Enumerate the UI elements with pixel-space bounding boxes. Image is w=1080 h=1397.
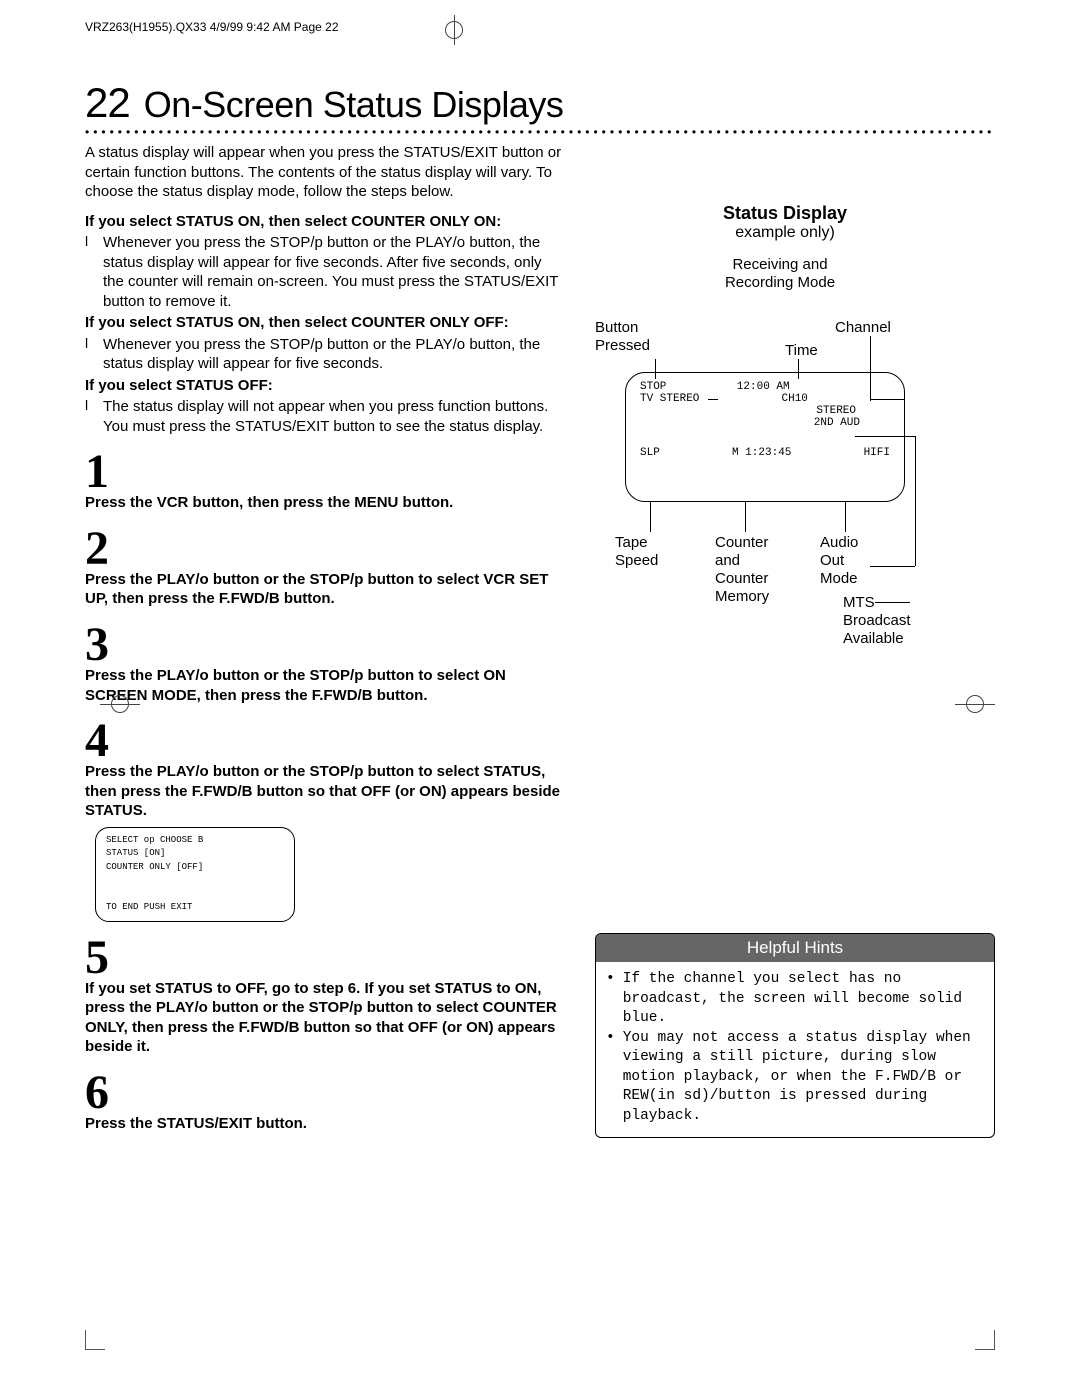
lbl-tape: Tape Speed xyxy=(615,534,658,570)
disp-stereo: STEREO xyxy=(816,405,856,417)
step-6-text: Press the STATUS/EXIT button. xyxy=(85,1114,565,1134)
hints-title: Helpful Hints xyxy=(596,934,994,962)
step-3-text: Press the PLAY/o button or the STOP/p bu… xyxy=(85,666,565,705)
intro-text: A status display will appear when you pr… xyxy=(85,143,565,202)
mini-osd-screen: SELECT op CHOOSE B STATUS [ON] COUNTER O… xyxy=(95,827,295,922)
dotted-rule: ••••••••••••••••••••••••••••••••••••••••… xyxy=(85,125,995,139)
left-column: A status display will appear when you pr… xyxy=(85,143,565,1134)
cond3-head: If you select STATUS OFF: xyxy=(85,376,565,396)
disp-cnt: M 1:23:45 xyxy=(732,447,791,459)
mini-line-1: SELECT op CHOOSE B xyxy=(106,834,284,848)
page-number: 22 xyxy=(85,79,130,127)
lbl-counter: Counter and Counter Memory xyxy=(715,534,769,606)
step-3-num: 3 xyxy=(85,623,565,666)
step-4-text: Press the PLAY/o button or the STOP/p bu… xyxy=(85,762,565,821)
disp-ch: CH10 xyxy=(782,393,808,405)
title-row: 22 On-Screen Status Displays xyxy=(85,79,995,127)
registration-mark-left xyxy=(100,690,140,720)
step-4-num: 4 xyxy=(85,719,565,762)
mini-line-2: STATUS [ON] xyxy=(106,847,284,861)
lbl-button: Button Pressed xyxy=(595,319,650,355)
step-1-num: 1 xyxy=(85,450,565,493)
step-6-num: 6 xyxy=(85,1071,565,1114)
cond1-head: If you select STATUS ON, then select COU… xyxy=(85,212,565,232)
step-5-num: 5 xyxy=(85,936,565,979)
step-5-text: If you set STATUS to OFF, go to step 6. … xyxy=(85,979,565,1057)
status-screen: STOP 12:00 AM TV STEREO CH10 STEREO 2ND … xyxy=(625,372,905,502)
disp-stop: STOP xyxy=(640,381,666,393)
lbl-audio: Audio Out Mode xyxy=(820,534,858,588)
right-column: Status Display example only) Receiving a… xyxy=(595,143,975,644)
crop-mark-bl xyxy=(85,1330,105,1350)
hint-2: You may not access a status display when… xyxy=(623,1029,984,1127)
disp-time: 12:00 AM xyxy=(737,381,790,393)
disp-slp: SLP xyxy=(640,447,660,459)
cond1-body: Whenever you press the STOP/p button or … xyxy=(103,233,565,311)
lbl-channel: Channel xyxy=(835,319,891,337)
status-diagram: Receiving and Recording Mode Button Pres… xyxy=(595,264,955,644)
registration-mark-right xyxy=(955,690,995,720)
mini-line-4: TO END PUSH EXIT xyxy=(106,901,192,915)
status-title: Status Display xyxy=(595,203,975,224)
cond2-body: Whenever you press the STOP/p button or … xyxy=(103,335,565,374)
mini-line-3: COUNTER ONLY [OFF] xyxy=(106,861,284,875)
print-header: VRZ263(H1955).QX33 4/9/99 9:42 AM Page 2… xyxy=(85,20,995,34)
disp-tvstereo: TV STEREO xyxy=(640,393,699,405)
step-1-text: Press the VCR button, then press the MEN… xyxy=(85,493,565,513)
status-subtitle: example only) xyxy=(595,224,975,242)
cond2-head: If you select STATUS ON, then select COU… xyxy=(85,313,565,333)
lbl-receiving: Receiving and Recording Mode xyxy=(715,256,845,292)
page-title: On-Screen Status Displays xyxy=(144,84,564,126)
disp-aud: 2ND AUD xyxy=(814,417,860,429)
step-2-num: 2 xyxy=(85,527,565,570)
hints-box: Helpful Hints •If the channel you select… xyxy=(595,933,995,1138)
crop-mark-br xyxy=(975,1330,995,1350)
page-body: VRZ263(H1955).QX33 4/9/99 9:42 AM Page 2… xyxy=(85,20,995,1134)
cond3-body: The status display will not appear when … xyxy=(103,397,565,436)
step-2-text: Press the PLAY/o button or the STOP/p bu… xyxy=(85,570,565,609)
hint-1: If the channel you select has no broadca… xyxy=(623,970,984,1029)
lbl-time: Time xyxy=(785,342,818,360)
disp-hifi: HIFI xyxy=(864,447,890,459)
